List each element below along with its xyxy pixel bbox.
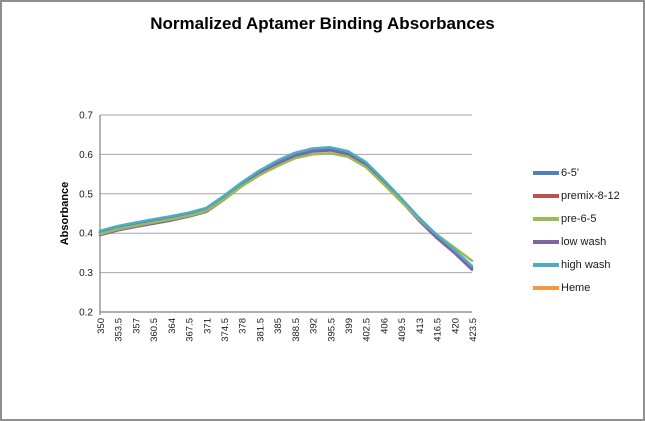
x-tick-label: 364 xyxy=(167,318,178,334)
legend-label: premix-8-12 xyxy=(561,190,620,202)
legend-line-swatch xyxy=(533,217,559,221)
legend-label: Heme xyxy=(561,282,591,294)
legend: 6-5' premix-8-12 pre-6-5 low wash high wash H… xyxy=(533,166,620,295)
legend-label: high wash xyxy=(561,259,611,271)
legend-line-swatch xyxy=(533,171,559,175)
x-tick-label: 395.5 xyxy=(326,318,337,342)
x-tick-label: 385 xyxy=(273,318,284,334)
x-tick-label: 413 xyxy=(415,318,426,334)
legend-line-swatch xyxy=(533,286,559,290)
legend-item: high wash xyxy=(533,258,620,272)
chart-title: Normalized Aptamer Binding Absorbances xyxy=(150,14,495,33)
x-tick-label: 399 xyxy=(344,318,355,334)
x-tick-label: 420 xyxy=(450,318,461,334)
series-line-6-5- xyxy=(98,147,474,270)
x-tick-label: 381.5 xyxy=(255,318,266,342)
series-line-heme xyxy=(98,148,474,270)
legend-line-swatch xyxy=(533,240,559,244)
y-tick-label: 0.4 xyxy=(79,229,93,240)
series-line-pre-6-5 xyxy=(98,151,474,263)
x-tick-label: 350 xyxy=(96,318,107,334)
x-tick-label: 409.5 xyxy=(397,318,408,342)
x-tick-label: 423.5 xyxy=(468,318,479,342)
y-tick-label: 0.2 xyxy=(79,308,93,319)
legend-item: pre-6-5 xyxy=(533,212,620,226)
series-line-high-wash xyxy=(98,146,474,268)
x-tick-label: 357 xyxy=(131,318,142,334)
x-tick-label: 353.5 xyxy=(114,318,125,342)
legend-label: low wash xyxy=(561,236,607,248)
legend-line-swatch xyxy=(533,263,559,267)
x-tick-label: 406 xyxy=(379,318,390,334)
x-tick-label: 402.5 xyxy=(362,318,373,342)
y-tick-label: 0.3 xyxy=(79,268,93,279)
x-tick-label: 374.5 xyxy=(220,318,231,342)
y-tick-label: 0.6 xyxy=(79,150,93,161)
y-tick-label: 0.7 xyxy=(79,111,93,122)
x-tick-label: 371 xyxy=(202,318,213,334)
legend-label: 6-5' xyxy=(561,167,579,179)
x-tick-label: 388.5 xyxy=(291,318,302,342)
legend-item: premix-8-12 xyxy=(533,189,620,203)
y-axis-title: Absorbance xyxy=(59,182,71,246)
x-tick-label: 416.5 xyxy=(433,318,444,342)
legend-item: 6-5' xyxy=(533,166,620,180)
series-line-premix-8-12 xyxy=(98,148,474,270)
series-line-low-wash xyxy=(98,149,474,272)
legend-item: low wash xyxy=(533,235,620,249)
legend-label: pre-6-5 xyxy=(561,213,597,225)
legend-line-swatch xyxy=(533,194,559,198)
legend-item: Heme xyxy=(533,281,620,295)
x-tick-label: 360.5 xyxy=(149,318,160,342)
x-tick-label: 367.5 xyxy=(185,318,196,342)
x-tick-label: 378 xyxy=(238,318,249,334)
x-tick-label: 392 xyxy=(309,318,320,334)
y-tick-label: 0.5 xyxy=(79,189,93,200)
